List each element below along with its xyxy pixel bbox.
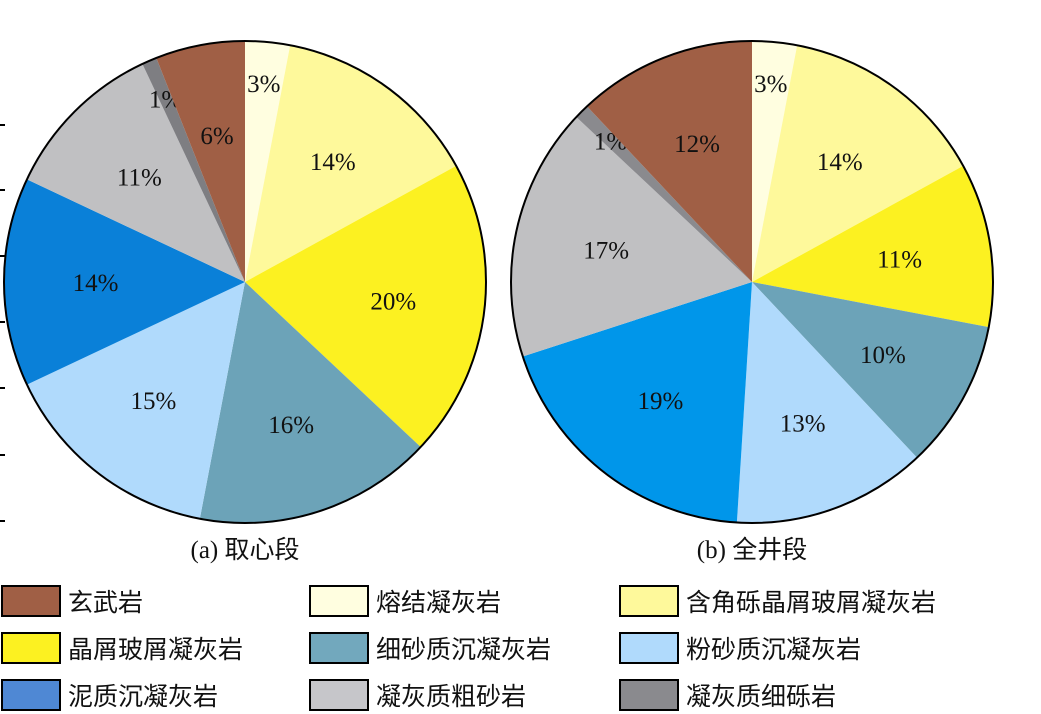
- caption-a: (a) 取心段: [191, 536, 300, 564]
- legend-label: 细砂质沉凝灰岩: [376, 635, 551, 664]
- pie-outline: [3, 40, 487, 524]
- pie-slice: [26, 282, 246, 519]
- caption-b: (b) 全井段: [697, 536, 807, 564]
- slice-label: 14%: [817, 149, 863, 176]
- legend-label: 晶屑玻屑凝灰岩: [68, 635, 243, 664]
- legend-item: 凝灰质粗砂岩: [309, 679, 526, 711]
- pie-slice: [576, 106, 752, 282]
- legend-label: 凝灰质粗砂岩: [376, 682, 526, 711]
- pie-slice: [736, 282, 917, 523]
- legend-item: 凝灰质细砾岩: [619, 679, 836, 711]
- pie-slice: [3, 179, 246, 385]
- legend-item: 粉砂质沉凝灰岩: [619, 632, 861, 664]
- slice-label: 10%: [860, 342, 906, 369]
- slice-label: 20%: [370, 289, 416, 316]
- pie-slice: [511, 117, 752, 357]
- legend-swatch: [1, 585, 61, 617]
- slice-label: 15%: [131, 388, 177, 415]
- slice-label: 3%: [247, 71, 280, 98]
- pie-slice: [752, 45, 964, 283]
- pie-slice: [142, 57, 245, 283]
- pie-slice: [245, 165, 486, 447]
- legend-label: 泥质沉凝灰岩: [68, 682, 218, 711]
- legend-swatch: [619, 585, 679, 617]
- pie-b: 3%14%11%10%13%19%17%1% 12%: [510, 40, 994, 524]
- pie-slice: [199, 282, 421, 523]
- legend-label: 含角砾晶屑玻屑凝灰岩: [686, 588, 936, 617]
- legend-item: 泥质沉凝灰岩: [1, 679, 218, 711]
- pie-slice: [245, 41, 291, 282]
- slice-label: 12%: [674, 131, 720, 158]
- pie-slice: [752, 282, 989, 458]
- legend-swatch: [619, 632, 679, 664]
- legend-swatch: [619, 679, 679, 711]
- pie-slice: [156, 41, 245, 282]
- slice-label: 17%: [583, 237, 629, 264]
- slice-label: 11%: [117, 164, 162, 191]
- legend-item: 晶屑玻屑凝灰岩: [1, 632, 243, 664]
- legend-item: 玄武岩: [1, 585, 143, 617]
- legend-item: 含角砾晶屑玻屑凝灰岩: [619, 585, 936, 617]
- pie-slice: [752, 165, 993, 328]
- slice-label: 19%: [638, 388, 684, 415]
- slice-label: 14%: [73, 270, 119, 297]
- legend-label: 凝灰质细砾岩: [686, 682, 836, 711]
- legend-label: 熔结凝灰岩: [376, 588, 501, 617]
- legend-swatch: [1, 679, 61, 711]
- pie-a: 3%14%20%16%15%14%11%1%6%: [3, 40, 487, 524]
- slice-label: 13%: [780, 411, 826, 438]
- pie-slice: [587, 41, 752, 282]
- legend-swatch: [309, 585, 369, 617]
- slice-label: 16%: [268, 412, 314, 439]
- legend-item: 细砂质沉凝灰岩: [309, 632, 551, 664]
- pie-slice: [245, 45, 457, 283]
- pie-slice: [522, 282, 752, 523]
- legend-item: 熔结凝灰岩: [309, 585, 501, 617]
- pie-slice: [752, 41, 798, 282]
- pie-outline: [510, 40, 994, 524]
- legend-swatch: [309, 679, 369, 711]
- pie-slice: [26, 63, 246, 283]
- legend-label: 玄武岩: [68, 588, 143, 617]
- slice-label: 11%: [877, 247, 922, 274]
- left-axis-ticks: [0, 124, 5, 522]
- legend-swatch: [309, 632, 369, 664]
- slice-label: 3%: [754, 71, 787, 98]
- slice-label: 14%: [310, 149, 356, 176]
- legend-swatch: [1, 632, 61, 664]
- slice-label: 6%: [200, 123, 233, 150]
- legend-label: 粉砂质沉凝灰岩: [686, 635, 861, 664]
